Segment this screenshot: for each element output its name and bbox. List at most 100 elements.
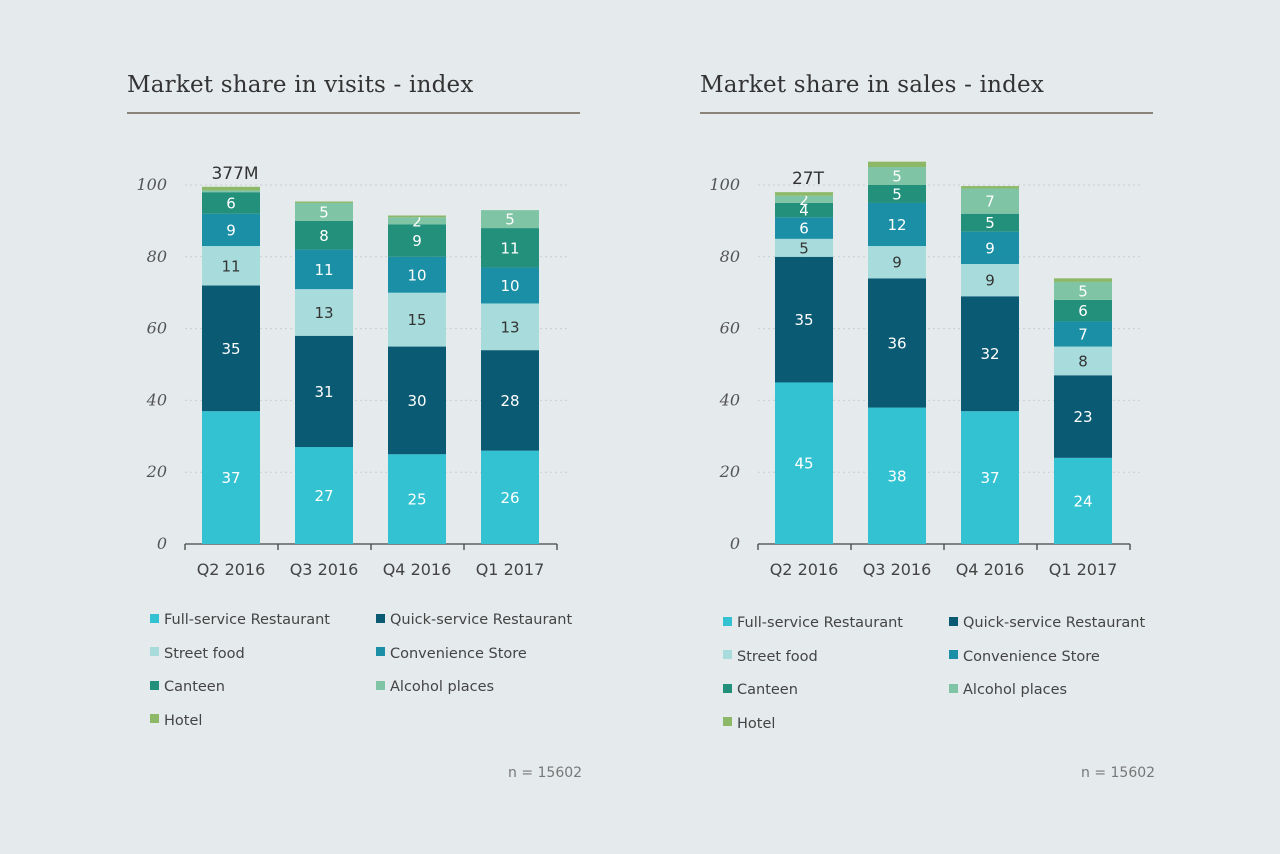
bar-segment-street-food-q4-2016 — [961, 263, 1019, 297]
y-tick-label: 0 — [157, 534, 167, 553]
data-label-full-service-restaurant-q4-2016: 37 — [980, 469, 999, 487]
legend-label: Hotel — [164, 712, 203, 729]
x-tick-label-q3-2016: Q3 2016 — [290, 560, 359, 579]
bar-segment-quick-service-restaurant-q3-2016 — [295, 335, 353, 448]
legend-label: Hotel — [737, 715, 776, 732]
legend-label: Full-service Restaurant — [737, 615, 903, 631]
legend-label: Alcohol places — [963, 682, 1068, 698]
data-label-full-service-restaurant-q3-2016: 27 — [314, 487, 333, 505]
bar-segment-quick-service-restaurant-q2-2016 — [775, 256, 833, 383]
legend-swatch — [150, 680, 159, 690]
data-label-alcohol-places-q3-2016: 5 — [892, 168, 902, 186]
legend-swatch — [150, 714, 159, 723]
bar-segment-full-service-restaurant-q2-2016 — [202, 411, 260, 544]
bar-segment-convenience-store-q3-2016 — [868, 202, 926, 247]
data-label-alcohol-places-q1-2017: 5 — [1078, 282, 1088, 300]
data-label-convenience-store-q1-2017: 7 — [1078, 325, 1088, 343]
bar-segment-hotel-q3-2016 — [868, 161, 926, 168]
bar-segment-canteen-q4-2016 — [388, 224, 446, 257]
data-label-street-food-q2-2016: 11 — [221, 257, 240, 275]
data-label-convenience-store-q4-2016: 10 — [407, 266, 426, 284]
legend-label: Street food — [164, 645, 245, 662]
visits-panel: Market share in visits - index 0 20 40 60 80… — [0, 0, 582, 854]
legend-label: Full-service Restaurant — [164, 612, 330, 628]
bar-segment-alcohol-places-q2-2016 — [775, 195, 833, 203]
bar-segment-hotel-q2-2016 — [775, 192, 833, 196]
bar-segment-alcohol-places-q3-2016 — [295, 202, 353, 221]
visits-chart-title: Market share in visits - index — [127, 72, 474, 98]
bar-segment-alcohol-places-q3-2016 — [868, 167, 926, 185]
y-tick-label: 80 — [147, 247, 167, 266]
sales-title-rule — [700, 112, 1153, 114]
bar-segment-convenience-store-q4-2016 — [388, 256, 446, 293]
bar-segment-hotel-q1-2017 — [1054, 278, 1112, 282]
legend-item-full-service-restaurant: Full-service Restaurant — [150, 612, 330, 628]
data-label-convenience-store-q4-2016: 9 — [985, 239, 995, 257]
legend-label: Quick-service Restaurant — [390, 612, 573, 628]
data-label-street-food-q1-2017: 8 — [1078, 352, 1088, 370]
legend-item-quick-service-restaurant: Quick-service Restaurant — [376, 612, 572, 628]
data-label-alcohol-places-q2-2016: 2 — [799, 191, 809, 209]
bar-segment-convenience-store-q2-2016 — [775, 217, 833, 239]
legend-swatch — [949, 683, 958, 693]
bar-segment-full-service-restaurant-q3-2016 — [295, 447, 353, 544]
sales-sample-note: n = 15602 — [1081, 765, 1156, 781]
legend-label: Convenience Store — [963, 648, 1100, 665]
y-tick-label: 60 — [720, 319, 740, 338]
bar-segment-alcohol-places-q4-2016 — [961, 188, 1019, 214]
y-tick-label: 40 — [719, 390, 740, 409]
data-label-quick-service-restaurant-q2-2016: 35 — [221, 340, 240, 358]
bar-segment-quick-service-restaurant-q2-2016 — [202, 285, 260, 412]
bar-segment-convenience-store-q1-2017 — [1054, 321, 1112, 347]
sales-chart-title: Market share in sales - index — [700, 72, 1045, 98]
bar-segment-quick-service-restaurant-q4-2016 — [388, 346, 446, 455]
bar-segment-canteen-q2-2016 — [202, 192, 260, 214]
legend-swatch — [723, 616, 732, 626]
data-label-canteen-q4-2016: 5 — [985, 214, 995, 232]
data-label-convenience-store-q2-2016: 9 — [226, 221, 236, 239]
legend-item-alcohol-places: Alcohol places — [376, 679, 494, 695]
data-label-street-food-q4-2016: 15 — [407, 311, 426, 329]
y-tick-label: 100 — [136, 175, 167, 194]
data-label-alcohol-places-q1-2017: 5 — [505, 211, 515, 229]
legend-label: Quick-service Restaurant — [963, 615, 1146, 631]
bar-segment-alcohol-places-q1-2017 — [481, 210, 539, 229]
data-label-full-service-restaurant-q1-2017: 24 — [1073, 492, 1092, 510]
bar-segment-full-service-restaurant-q4-2016 — [388, 454, 446, 544]
bar-segment-quick-service-restaurant-q4-2016 — [961, 296, 1019, 412]
data-label-alcohol-places-q4-2016: 2 — [412, 212, 422, 230]
bar-segment-hotel-q3-2016 — [295, 201, 353, 203]
bar-segment-full-service-restaurant-q1-2017 — [481, 450, 539, 544]
legend-label: Canteen — [737, 682, 798, 698]
data-label-canteen-q4-2016: 9 — [412, 232, 422, 250]
data-label-convenience-store-q2-2016: 6 — [799, 220, 809, 238]
data-label-street-food-q1-2017: 13 — [500, 318, 519, 336]
data-label-canteen-q1-2017: 11 — [500, 239, 519, 257]
bar-segment-quick-service-restaurant-q1-2017 — [1054, 375, 1112, 458]
bar-segment-canteen-q1-2017 — [481, 228, 539, 268]
legend-swatch — [949, 650, 958, 659]
bar-segment-street-food-q1-2017 — [1054, 346, 1112, 376]
data-label-convenience-store-q3-2016: 12 — [887, 216, 906, 234]
legend-item-full-service-restaurant: Full-service Restaurant — [723, 615, 903, 631]
sales-chart: 0 20 40 60 80 100 Q2 2016 Q3 2016 Q4 2016 Q1 2017… — [709, 161, 1140, 579]
legend-item-hotel: Hotel — [723, 716, 775, 732]
bar-segment-street-food-q2-2016 — [775, 238, 833, 257]
data-label-full-service-restaurant-q2-2016: 37 — [221, 469, 240, 487]
data-label-full-service-restaurant-q4-2016: 25 — [407, 491, 426, 509]
data-label-quick-service-restaurant-q4-2016: 30 — [407, 392, 426, 410]
legend-item-convenience-store: Convenience Store — [949, 649, 1100, 665]
bar-segment-convenience-store-q2-2016 — [202, 213, 260, 247]
data-label-full-service-restaurant-q1-2017: 26 — [500, 489, 519, 507]
legend-item-convenience-store: Convenience Store — [376, 646, 527, 662]
bar-segment-hotel-q2-2016 — [202, 186, 260, 191]
legend-swatch — [949, 616, 958, 626]
data-label-canteen-q2-2016: 4 — [799, 202, 809, 220]
legend-item-quick-service-restaurant: Quick-service Restaurant — [949, 615, 1145, 631]
data-label-quick-service-restaurant-q3-2016: 36 — [887, 334, 906, 352]
y-tick-label: 0 — [730, 534, 740, 553]
legend-swatch — [723, 650, 732, 659]
legend-swatch — [376, 613, 385, 623]
y-tick-label: 100 — [709, 175, 740, 194]
bar-segment-alcohol-places-q2-2016 — [202, 190, 260, 193]
